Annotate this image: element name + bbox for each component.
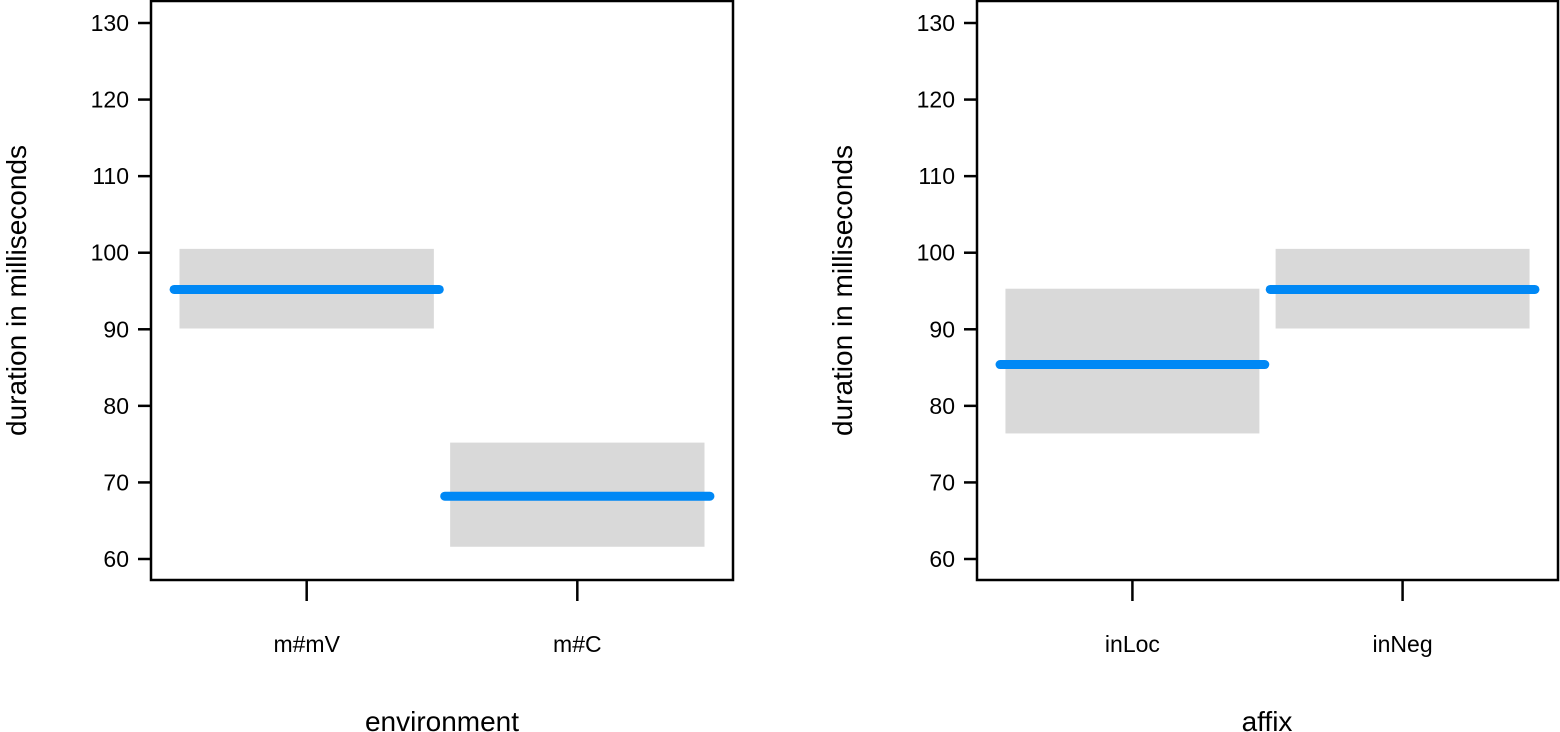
x-category-label: m#C — [553, 631, 602, 657]
y-tick-label: 70 — [103, 469, 129, 495]
x-category-label: inNeg — [1373, 631, 1433, 657]
y-tick-label: 130 — [91, 10, 129, 36]
y-tick-label: 100 — [91, 240, 129, 266]
y-tick-label: 120 — [91, 87, 129, 113]
x-category-label: inLoc — [1105, 631, 1160, 657]
plot-frame — [975, 0, 1560, 582]
y-axis-title: duration in milliseconds — [827, 145, 858, 436]
y-tick-label: 60 — [929, 546, 955, 572]
y-tick-label: 120 — [917, 87, 955, 113]
y-tick-label: 110 — [918, 163, 955, 189]
x-category-label: m#mV — [273, 631, 340, 657]
y-tick-label: 90 — [929, 316, 955, 342]
x-axis-title: environment — [365, 706, 519, 732]
panel-environment: 60 70 80 90 100 110 120 130 m#mV m#C environment du… — [1, 0, 735, 732]
y-tick-label: 110 — [92, 163, 129, 189]
y-tick-label: 80 — [103, 393, 129, 419]
y-tick-label: 90 — [103, 316, 129, 342]
plot-frame — [149, 0, 735, 582]
y-axis-title: duration in milliseconds — [1, 145, 32, 436]
y-tick-label: 130 — [917, 10, 955, 36]
y-tick-label: 100 — [917, 240, 955, 266]
y-tick-label: 70 — [929, 469, 955, 495]
y-tick-label: 60 — [103, 546, 129, 572]
x-axis-title: affix — [1242, 706, 1293, 732]
panel-affix: 60 70 80 90 100 110 120 130 inLoc inNeg affix durat… — [827, 0, 1560, 732]
y-tick-label: 80 — [929, 393, 955, 419]
